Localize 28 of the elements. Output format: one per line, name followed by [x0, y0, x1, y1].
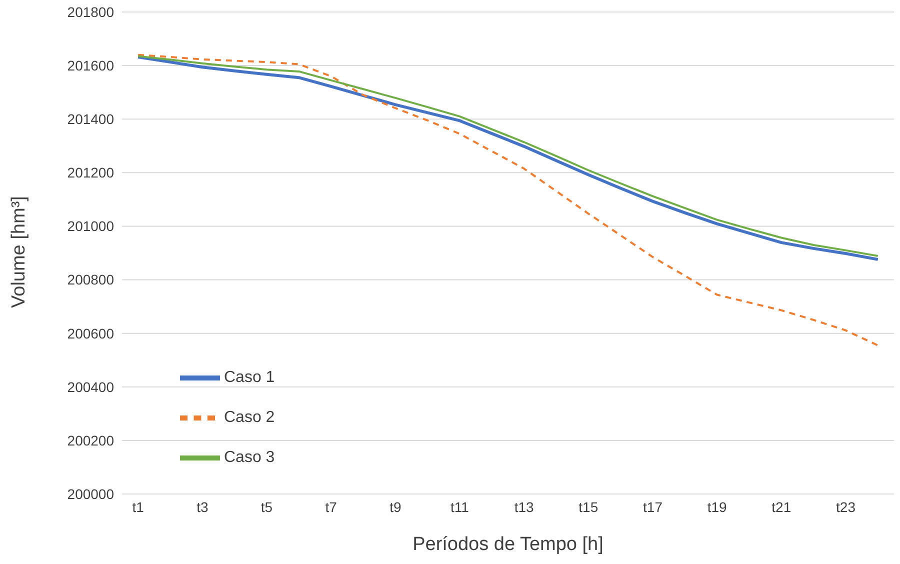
x-tick-label: t21 [772, 498, 792, 515]
x-tick-label: t3 [196, 498, 208, 515]
x-tick-label: t1 [132, 498, 144, 515]
y-tick-label: 201800 [67, 4, 114, 20]
y-tick-label: 200000 [67, 486, 114, 502]
legend-label: Caso 3 [224, 449, 275, 466]
x-tick-label: t13 [514, 498, 534, 515]
x-tick-label: t19 [707, 498, 728, 515]
x-tick-label: t17 [643, 498, 663, 515]
legend-label: Caso 1 [224, 369, 275, 386]
y-tick-label: 201000 [67, 218, 114, 234]
x-tick-label: t11 [450, 498, 470, 515]
line-series [137, 54, 879, 346]
y-axis-title: Volume [hm³] [8, 196, 30, 308]
y-tick-label: 200600 [67, 325, 114, 342]
y-tick-label: 200200 [67, 432, 114, 448]
legend-label: Caso 2 [224, 409, 275, 426]
y-tick-label: 201400 [67, 111, 114, 128]
y-tick-label: 201200 [67, 164, 114, 181]
y-tick-label: 200400 [67, 378, 114, 395]
x-tick-label: t15 [578, 498, 598, 515]
y-tick-label: 201600 [67, 58, 114, 74]
x-axis-title: Períodos de Tempo [h] [412, 534, 604, 555]
x-tick-label: t9 [390, 498, 402, 515]
x-tick-label: t5 [260, 498, 273, 515]
x-tick-label: t7 [325, 498, 338, 515]
y-tick-label: 200800 [67, 272, 114, 288]
x-tick-label: t23 [836, 498, 856, 515]
